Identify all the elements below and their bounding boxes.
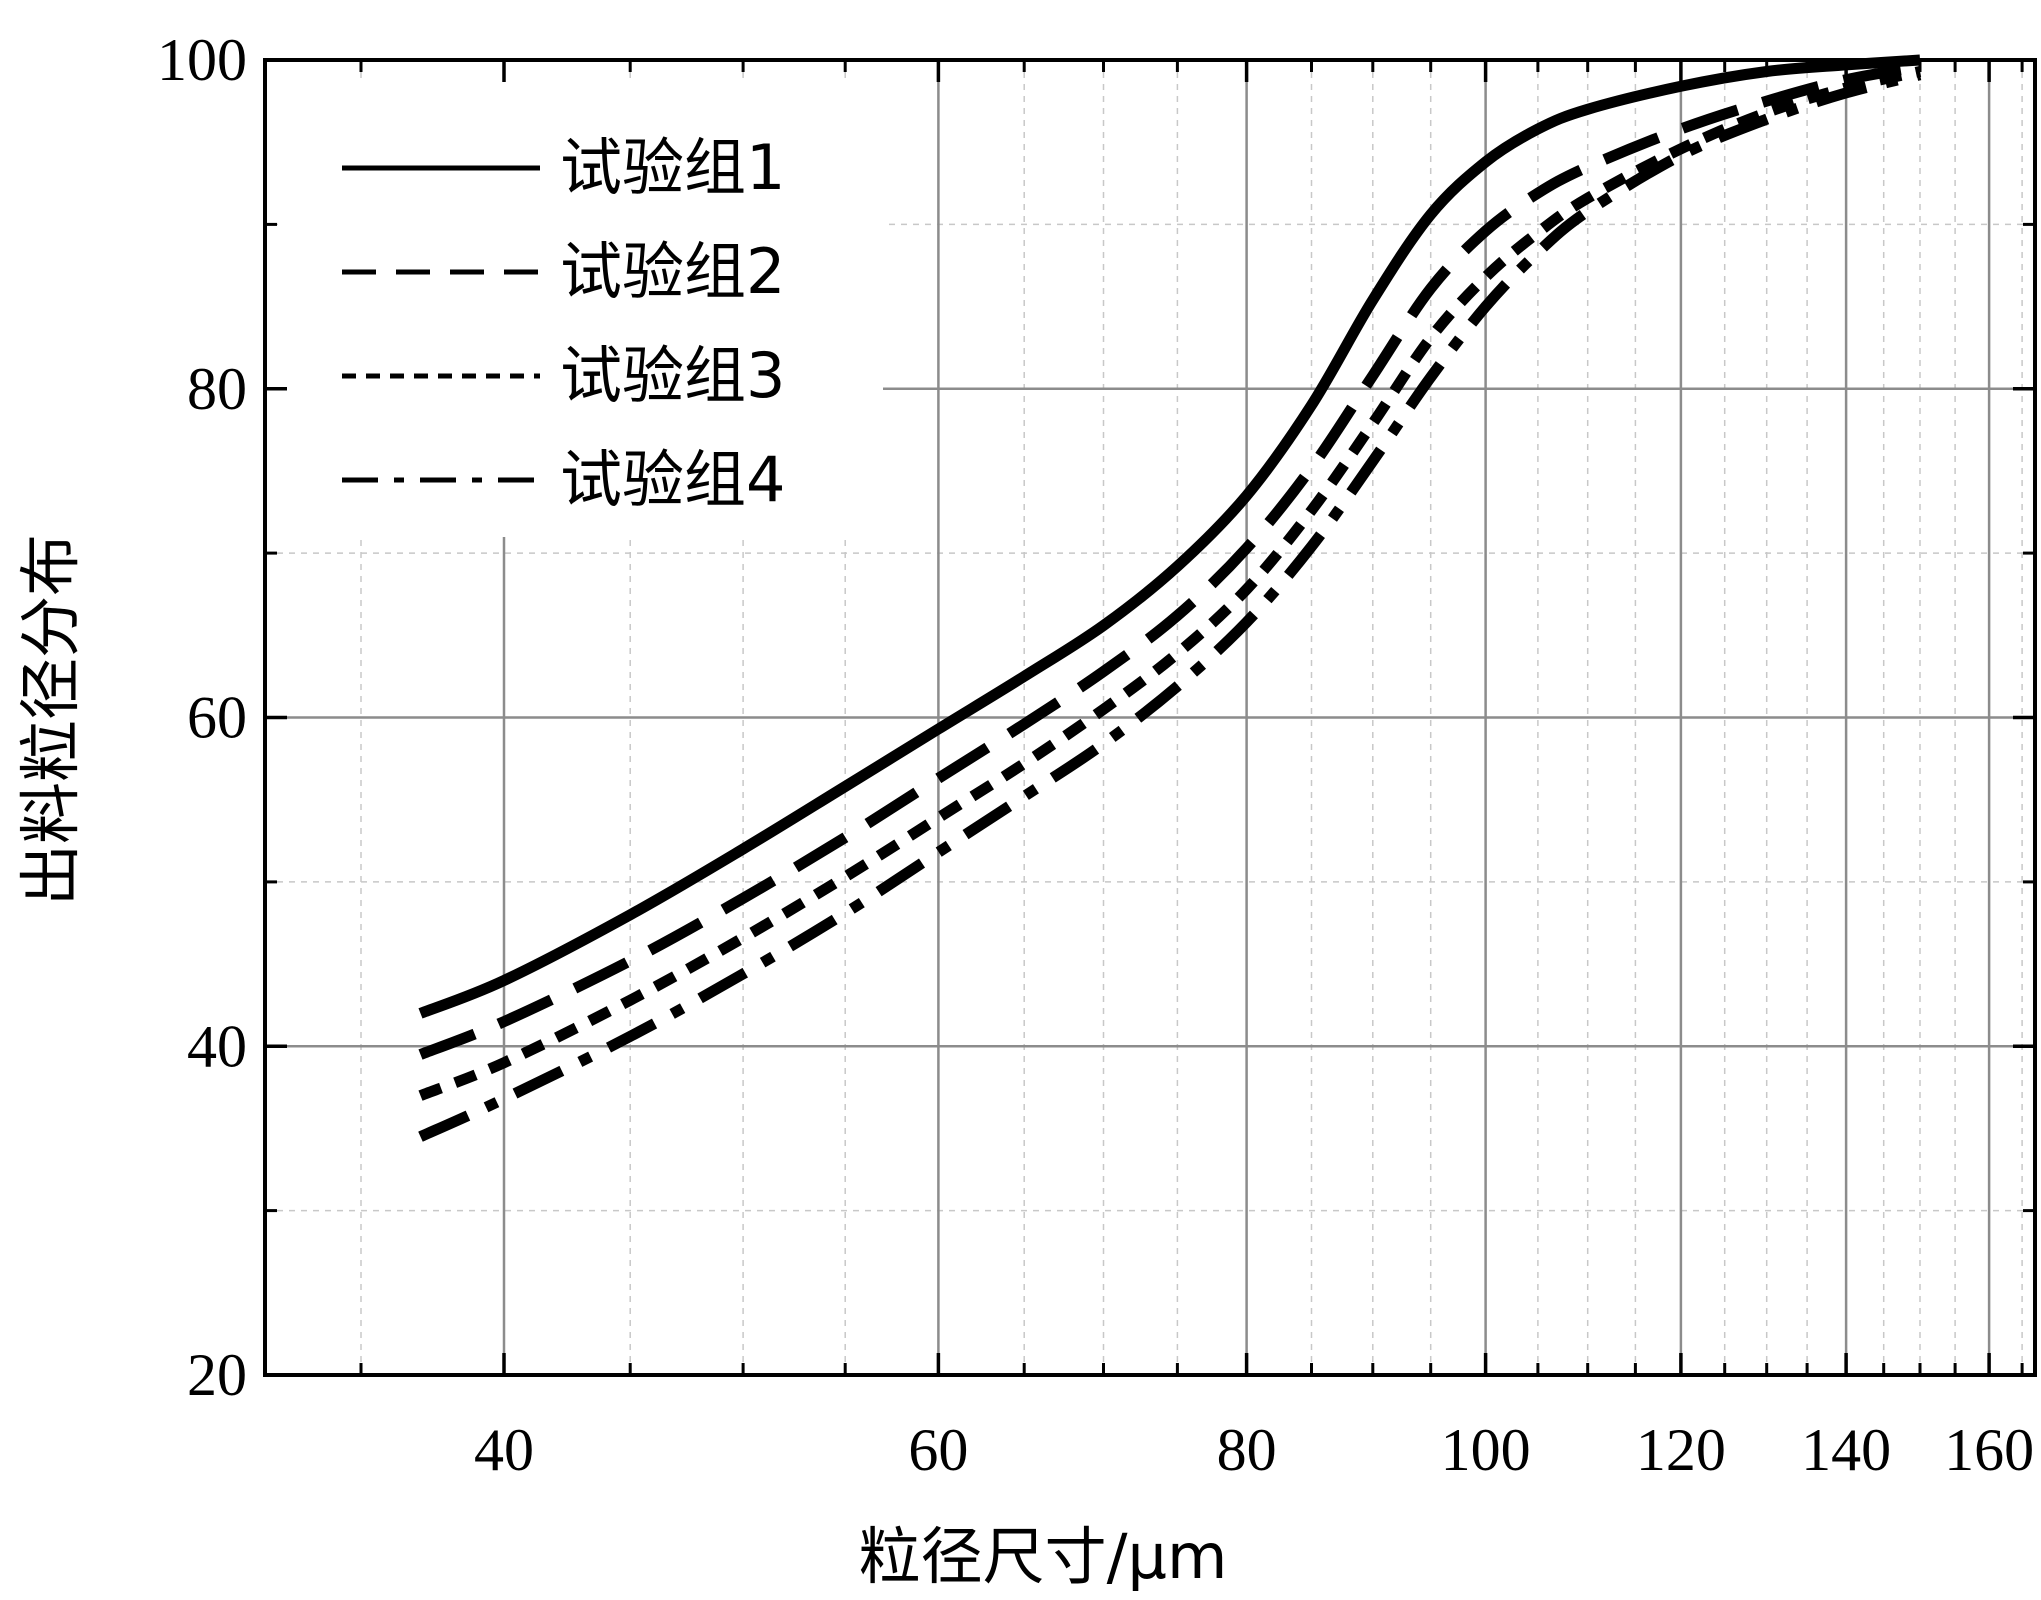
legend-label-2: 试验组2 [560,235,785,308]
series-line-1 [418,54,1921,1019]
legend-label-1: 试验组1 [560,131,785,204]
y-tick-label: 20 [187,1342,247,1408]
series-lines [418,54,1922,1142]
y-tick-label: 40 [187,1013,247,1079]
legend-background [278,82,883,537]
legend-label-3: 试验组3 [560,339,785,412]
y-tick-label: 100 [157,27,247,93]
axes [263,58,2037,1377]
series-line-4 [418,69,1922,1142]
x-tick-label: 160 [1944,1417,2034,1483]
y-tick-label: 60 [187,685,247,751]
legend-label-4: 试验组4 [560,443,785,516]
series-line-2 [418,61,1921,1060]
series-line-3 [418,66,1922,1101]
x-axis-title: 粒径尺寸/μm [859,1520,1228,1593]
legend: 试验组1 试验组2 试验组3 试验组4 [278,82,883,537]
y-axis-title: 出料粒径分布 [14,534,87,906]
y-tick-label: 80 [187,356,247,422]
x-tick-label: 120 [1636,1417,1726,1483]
tick-labels: 40 60 80 100 120 140 160 20 40 60 80 100 [157,27,2034,1483]
x-tick-label: 40 [474,1417,534,1483]
x-tick-label: 100 [1441,1417,1531,1483]
x-tick-label: 140 [1801,1417,1891,1483]
x-tick-label: 80 [1217,1417,1277,1483]
x-tick-label: 60 [908,1417,968,1483]
